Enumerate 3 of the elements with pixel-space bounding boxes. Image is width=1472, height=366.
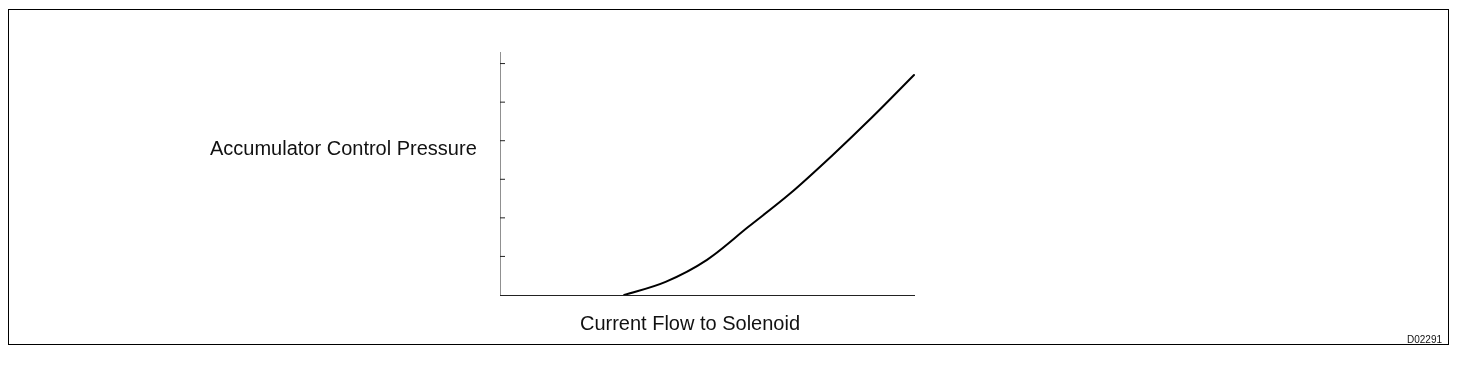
- x-axis-title: Current Flow to Solenoid: [578, 312, 802, 335]
- y-axis-title: Accumulator Control Pressure: [210, 136, 478, 161]
- text: D02291: [1406, 334, 1442, 345]
